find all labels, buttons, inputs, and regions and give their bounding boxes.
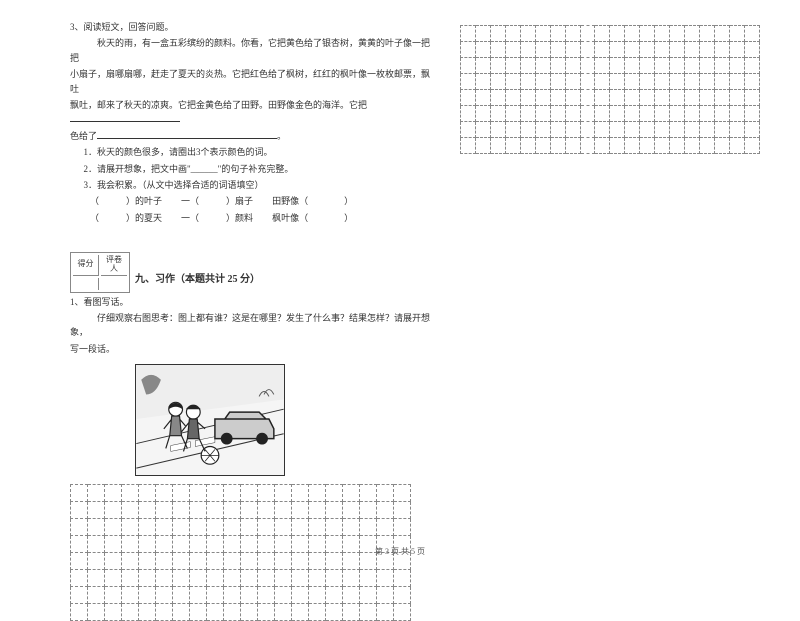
fill-2b[interactable]: 一（ ）颜料	[172, 211, 253, 225]
person2-body	[182, 419, 206, 451]
fill-1b[interactable]: 一（ ）扇子	[172, 194, 253, 208]
writing-grid-right[interactable]	[460, 25, 760, 154]
sky-bg	[136, 365, 283, 419]
q3-number: 3、阅读短文，回答问题。	[70, 20, 430, 34]
q1-instr2: 写一段话。	[70, 342, 430, 356]
sub1: 1．秋天的颜色很多，请圈出3个表示颜色的词。	[70, 145, 430, 159]
passage-line4: 色给了 。	[70, 129, 430, 143]
fill-row2: （ ）的夏天 一（ ）颜料 枫叶像（ ）	[90, 211, 430, 225]
passage-line3-text: 飘吐，邮来了秋天的凉爽。它把金黄色给了田野。田野像金色的海洋。它把	[70, 100, 367, 110]
sub3: 3．我会积累。（从文中选择合适的词语填空）	[70, 178, 430, 192]
fill-row1: （ ）的叶子 一（ ）扇子 田野像（ ）	[90, 194, 430, 208]
passage-line3: 飘吐，邮来了秋天的凉爽。它把金黄色给了田野。田野像金色的海洋。它把	[70, 98, 430, 127]
score-box: 得分 评卷人	[70, 227, 430, 298]
passage-line1: 秋天的雨，有一盒五彩缤纷的颜料。你看，它把黄色给了银杏树，黄黄的叶子像一把把	[70, 36, 430, 65]
score-right-label: 评卷人	[101, 255, 127, 276]
fill-1a[interactable]: （ ）的叶子	[90, 194, 162, 208]
car-wheel2	[256, 433, 268, 445]
q1-instr: 仔细观察右图思考：图上都有谁？这是在哪里？发生了什么事？结果怎样？请展开想象，	[70, 311, 430, 340]
sub2: 2．请展开想象，把文中画"______"的句子补充完整。	[70, 162, 430, 176]
fill-2a[interactable]: （ ）的夏天	[90, 211, 162, 225]
passage-line4-text: 色给了	[70, 131, 97, 141]
q1-title: 1、看图写话。	[70, 295, 430, 309]
picture-box	[135, 364, 285, 476]
fill-1c[interactable]: 田野像（ ）	[263, 194, 353, 208]
car-wheel1	[221, 433, 233, 445]
section9-title: 九、习作（本题共计 25 分）	[135, 270, 430, 285]
crosswalk1	[171, 442, 191, 452]
passage-line2: 小扇子，扇哪扇哪，赶走了夏天的炎热。它把红色给了枫树，红红的枫叶像一枚枚邮票，飘…	[70, 67, 430, 96]
blank2[interactable]	[97, 129, 277, 139]
score-right-blank[interactable]	[101, 278, 127, 290]
fill-2c[interactable]: 枫叶像（ ）	[263, 211, 353, 225]
passage-line4-end: 。	[277, 131, 286, 141]
left-column: 3、阅读短文，回答问题。 秋天的雨，有一盒五彩缤纷的颜料。你看，它把黄色给了银杏…	[70, 20, 430, 510]
blank1[interactable]	[70, 112, 180, 122]
score-left-label: 得分	[73, 255, 99, 276]
page-footer: 第 3 页 共 5 页	[0, 546, 800, 557]
score-left-blank[interactable]	[73, 278, 99, 290]
right-column	[460, 20, 760, 510]
picture-svg	[136, 365, 284, 475]
